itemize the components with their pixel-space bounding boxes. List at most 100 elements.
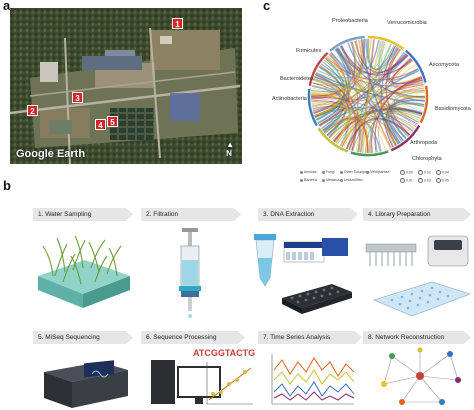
label-firmicutes: Firmicutes [296,48,322,54]
panel-label-b: b [3,178,11,193]
chord-ring [309,37,427,155]
chord-legend: Amiloas Fungi Other Eukaryota Viridiplan… [300,166,474,196]
site-marker-2[interactable]: 2 [27,105,38,116]
chord-ribbon [331,120,369,154]
legend-size: 0.04 [436,170,449,175]
label-verrucomicrobia: Verrucomicrobia [387,20,428,26]
network-graph-illustration [381,347,461,405]
chord-diagram: Proteobacteria Verrucomicrobia Firmicute… [272,18,472,162]
legend-size: 0.00 [400,170,413,175]
chord-ribbon [347,39,380,70]
legend-item: Bacteria [300,178,317,182]
legend-dot-icon [340,178,343,182]
legend-size: 0.02 [418,170,431,175]
north-arrow-icon: ▲ N [226,140,234,158]
chord-ribbon [356,40,382,153]
step-library-preparation: 4. Library Preparation [363,208,471,221]
label-bacteroidetes: Bacteroidetes [280,76,314,82]
site-marker-5[interactable]: 5 [107,116,118,127]
chord-ribbon [336,48,409,75]
legend-item: Viridiplantae [366,170,389,174]
size-circle-icon [400,178,405,183]
legend-dot-icon [322,170,325,174]
step-time-series-analysis: 7. Time Series Analysis [258,331,362,344]
label-proteobacteria: Proteobacteria [332,18,369,24]
site-marker-1[interactable]: 1 [172,18,183,29]
legend-dot-icon [340,170,343,174]
panel-label-a: a [3,0,11,13]
chord-ribbon [311,76,341,93]
chord-ribbon [394,85,425,125]
chord-ribbon [359,39,375,153]
chord-ribbon [311,75,422,90]
chord-ribbon [386,45,425,92]
chord-ribbon [339,45,426,98]
label-ascomycota: Ascomycota [429,62,460,68]
chord-ribbon [335,41,358,144]
chord-ribbon [315,57,346,121]
chord-ribbon [329,53,403,142]
chord-ribbon [314,72,342,86]
chord-ribbon [352,118,409,151]
legend-item: Amiloas [300,170,316,174]
chord-ribbon [375,120,406,153]
legend-dot-icon [366,170,369,174]
chord-group-arc [390,124,421,152]
chord-ribbon [374,76,422,153]
chord-ribbon [337,115,414,145]
chord-ribbon [343,39,362,148]
mesocosm-illustration [38,235,130,308]
size-circle-icon [436,178,441,183]
miseq-sequencer-illustration [44,360,128,408]
size-circle-icon [418,170,423,175]
chord-ribbon [354,40,409,74]
label-actinobacteria: Actinobacteria [272,96,308,102]
legend-item: Fungi [322,170,335,174]
step-filtration: 2. Filtration [141,208,241,221]
chord-group-arc [350,150,389,157]
chord-ribbon [313,77,342,117]
chord-ribbons [307,35,429,157]
chord-ribbon [311,101,369,154]
chord-ribbon [378,116,415,152]
size-circle-icon [436,170,441,175]
step-water-sampling: 1. Water Sampling [33,208,133,221]
chord-ribbon [392,60,424,88]
chord-group-arc [329,35,365,52]
panel-label-c: c [263,0,271,13]
chord-ribbon [378,40,423,112]
chord-group-arc [419,85,429,124]
legend-item: Other Eukaryota [340,170,369,174]
chord-ribbon [330,48,352,75]
chord-ribbon [346,117,411,150]
chord-ribbon [316,60,413,83]
site-marker-3[interactable]: 3 [72,92,83,103]
chord-ribbon [387,47,423,85]
chord-ribbon [385,48,411,136]
chord-ribbon [322,55,409,132]
google-earth-logo: Google Earth [16,148,86,160]
chord-ribbon [311,91,351,147]
step-dna-extraction: 3. DNA Extraction [258,208,358,221]
size-circle-icon [400,170,405,175]
site-marker-4[interactable]: 4 [95,119,106,130]
legend-dot-icon [322,178,325,182]
step-sequence-processing: 6. Sequence Processing [141,331,245,344]
chord-ribbon [318,53,407,126]
legend-item: Metazoa [322,178,339,182]
satellite-map: 1 2 3 4 5 Google Earth ▲ N [10,8,242,164]
sequence-processing-illustration: ATCGGTACTG [151,348,255,405]
chord-ribbon [311,87,371,153]
chord-ribbon [311,83,341,107]
legend-size: 0.03 [418,178,431,183]
step-miseq-sequencing: 5. MiSeq Sequencing [33,331,133,344]
size-circle-icon [418,178,423,183]
label-basidiomycota: Basidiomycota [435,106,472,112]
time-series-plot-illustration [271,354,355,405]
chord-ribbon [361,39,400,145]
label-chlorophyta: Chlorophyta [412,156,443,162]
chord-ribbon [340,116,412,147]
step-network-reconstruction: 8. Network Reconstruction [363,331,471,344]
chord-ribbon [316,38,370,79]
chord-ribbon [314,107,419,123]
